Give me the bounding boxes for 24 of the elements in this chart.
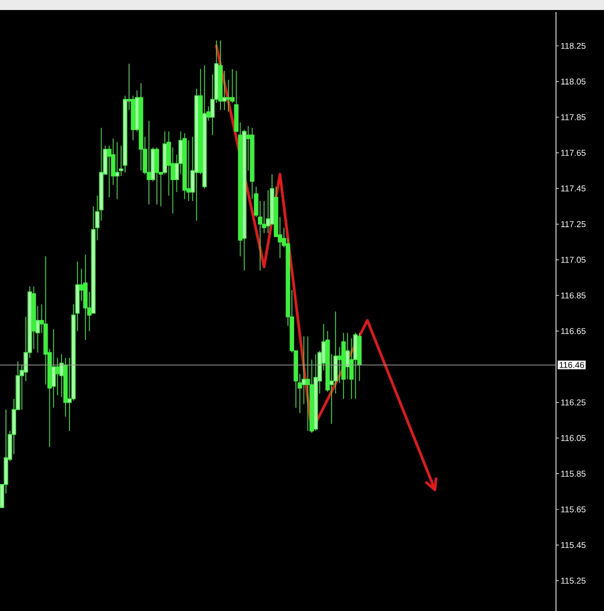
candlestick (51, 328, 56, 408)
candlestick (306, 336, 310, 432)
candlestick (154, 147, 160, 205)
y-tick-label: 116.05 (561, 435, 586, 442)
y-tick-label: 117.85 (561, 114, 586, 120)
y-tick-label: 117.25 (561, 221, 586, 228)
y-tick-label: 116.65 (561, 328, 586, 334)
y-tick-label: 115.45 (561, 542, 586, 548)
candlestick (266, 190, 270, 234)
y-tick-label: 116.25 (561, 399, 586, 406)
ref-line-label: 116.46 (560, 362, 584, 368)
candlestick (226, 79, 231, 112)
y-tick-label: 115.65 (561, 506, 586, 512)
y-tick-label: 118.25 (561, 42, 586, 49)
y-tick-label: 118.05 (561, 78, 586, 85)
y-tick-label: 117.05 (561, 256, 586, 263)
candlestick (114, 142, 120, 200)
y-tick-label: 115.25 (561, 578, 586, 584)
y-tick-label: 116.85 (561, 292, 586, 298)
candlestick (146, 120, 152, 205)
y-tick-label: 117.65 (561, 150, 586, 156)
candlestick (55, 357, 60, 396)
y-tick-label: 115.85 (561, 470, 586, 477)
y-tick-label: 117.45 (561, 186, 586, 192)
